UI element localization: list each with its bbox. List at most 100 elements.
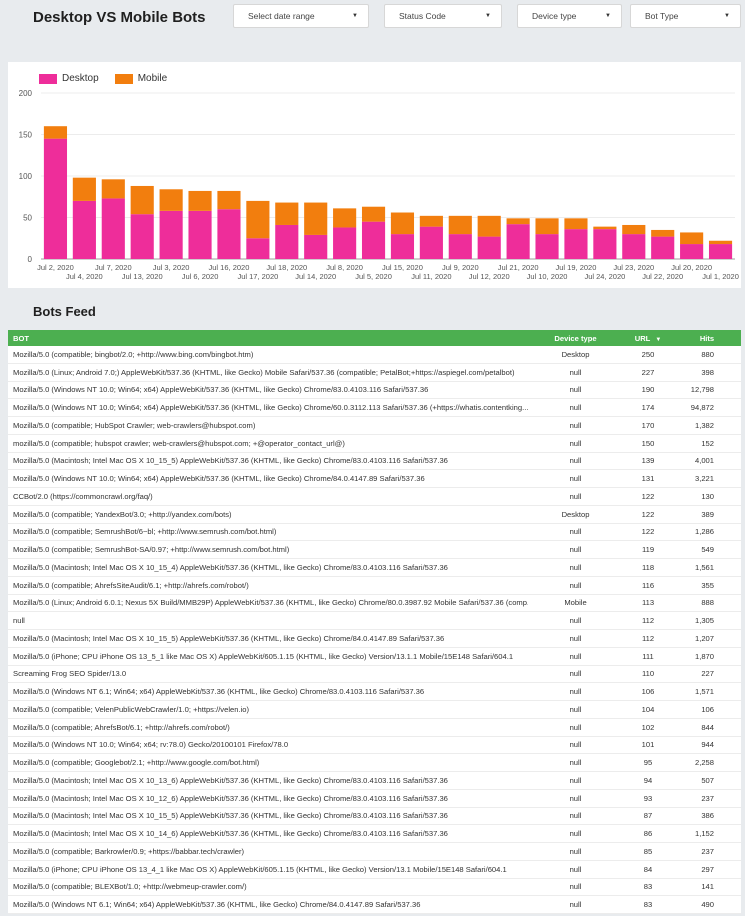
url-cell: 85	[643, 846, 653, 856]
table-row[interactable]: Mozilla/5.0 (Macintosh; Intel Mac OS X 1…	[8, 559, 741, 577]
mobile-bar	[622, 224, 646, 235]
x-tick-label: Jul 7, 2020	[95, 263, 132, 272]
table-row[interactable]: Mozilla/5.0 (Macintosh; Intel Mac OS X 1…	[8, 772, 741, 790]
caret-down-icon: ▼	[724, 13, 730, 19]
page-title: Desktop VS Mobile Bots	[33, 9, 206, 26]
table-row[interactable]: Mozilla/5.0 (compatible; Barkrowler/0.9;…	[8, 843, 741, 861]
column-header-url[interactable]: URL ▼	[623, 334, 673, 343]
table-row[interactable]: Mozilla/5.0 (compatible; Googlebot/2.1; …	[8, 754, 741, 772]
sort-desc-icon: ▼	[655, 336, 662, 343]
url-cell: 113	[641, 598, 655, 608]
bot-cell: Mozilla/5.0 (compatible; bingbot/2.0; +h…	[13, 349, 254, 359]
hits-cell: 1,207	[694, 633, 714, 643]
mobile-bar	[304, 202, 328, 235]
table-row[interactable]: Mozilla/5.0 (Macintosh; Intel Mac OS X 1…	[8, 453, 741, 471]
y-tick-label: 50	[23, 214, 32, 223]
mobile-bar	[275, 202, 299, 225]
device-cell: null	[569, 438, 582, 448]
table-row[interactable]: Mozilla/5.0 (Macintosh; Intel Mac OS X 1…	[8, 825, 741, 843]
x-tick-label: Jul 9, 2020	[442, 263, 479, 272]
legend-item-mobile[interactable]: Mobile	[114, 73, 167, 84]
table-row[interactable]: Mozilla/5.0 (Windows NT 10.0; Win64; x64…	[8, 399, 741, 417]
hits-cell: 237	[701, 846, 714, 856]
table-header: BOT Device type URL ▼ Hits	[8, 330, 741, 346]
desktop-bar	[333, 227, 357, 259]
mobile-bar	[680, 232, 704, 245]
table-row[interactable]: Mozilla/5.0 (iPhone; CPU iPhone OS 13_4_…	[8, 861, 741, 879]
x-tick-label: Jul 15, 2020	[382, 263, 423, 272]
table-row[interactable]: Screaming Frog SEO Spider/13.0 null 110 227	[8, 666, 741, 684]
table-row[interactable]: Mozilla/5.0 (compatible; YandexBot/3.0; …	[8, 506, 741, 524]
device-cell: null	[569, 616, 582, 626]
table-row[interactable]: Mozilla/5.0 (compatible; VelenPublicWebC…	[8, 701, 741, 719]
column-header-bot[interactable]: BOT	[13, 333, 30, 343]
url-cell: 106	[641, 687, 655, 697]
url-cell: 170	[641, 420, 655, 430]
url-cell: 122	[641, 491, 655, 501]
table-row[interactable]: Mozilla/5.0 (Linux; Android 7.0;) AppleW…	[8, 364, 741, 382]
desktop-bar	[506, 224, 530, 259]
table-row[interactable]: Mozilla/5.0 (iPhone; CPU iPhone OS 13_5_…	[8, 648, 741, 666]
date-range-filter[interactable]: Select date range ▼	[233, 4, 369, 28]
table-row[interactable]: Mozilla/5.0 (Windows NT 10.0; Win64; x64…	[8, 737, 741, 755]
table-row[interactable]: Mozilla/5.0 (Windows NT 6.1; Win64; x64)…	[8, 683, 741, 701]
table-row[interactable]: Mozilla/5.0 (compatible; SemrushBot/6~bl…	[8, 524, 741, 542]
table-row[interactable]: Mozilla/5.0 (Macintosh; Intel Mac OS X 1…	[8, 808, 741, 826]
url-cell: 122	[641, 527, 655, 537]
url-cell: 104	[641, 704, 655, 714]
legend-item-desktop[interactable]: Desktop	[39, 73, 99, 84]
hits-cell: 490	[701, 900, 714, 910]
y-tick-label: 100	[19, 172, 33, 181]
x-tick-label: Jul 16, 2020	[209, 263, 250, 272]
hits-cell: 12,798	[690, 385, 714, 395]
table-row[interactable]: Mozilla/5.0 (compatible; bingbot/2.0; +h…	[8, 346, 741, 364]
status-code-filter[interactable]: Status Code ▼	[384, 4, 502, 28]
column-header-hits[interactable]: Hits	[699, 333, 715, 343]
table-row[interactable]: Mozilla/5.0 (compatible; AhrefsSiteAudit…	[8, 577, 741, 595]
desktop-bar	[72, 200, 96, 259]
table-row[interactable]: null null 112 1,305	[8, 612, 741, 630]
table-row[interactable]: Mozilla/5.0 (Linux; Android 6.0.1; Nexus…	[8, 595, 741, 613]
mobile-bar	[246, 200, 270, 239]
y-tick-label: 150	[19, 131, 33, 140]
table-row[interactable]: Mozilla/5.0 (compatible; HubSpot Crawler…	[8, 417, 741, 435]
table-row[interactable]: Mozilla/5.0 (compatible; SemrushBot-SA/0…	[8, 541, 741, 559]
mobile-swatch	[114, 73, 133, 84]
chart-legend: Desktop Mobile	[39, 73, 183, 84]
hits-cell: 4,001	[694, 456, 714, 466]
desktop-bar	[477, 236, 501, 259]
x-tick-label: Jul 12, 2020	[469, 272, 510, 281]
mobile-bar	[72, 177, 96, 201]
table-row[interactable]: Mozilla/5.0 (compatible; BLEXBot/1.0; +h…	[8, 879, 741, 897]
device-type-filter[interactable]: Device type ▼	[517, 4, 622, 28]
desktop-bar	[130, 214, 154, 259]
x-tick-label: Jul 19, 2020	[556, 263, 597, 272]
bot-cell: Mozilla/5.0 (Macintosh; Intel Mac OS X 1…	[13, 633, 445, 643]
x-tick-label: Jul 6, 2020	[182, 272, 219, 281]
table-row[interactable]: mozilla/5.0 (compatible; hubspot crawler…	[8, 435, 741, 453]
column-header-device[interactable]: Device type	[554, 333, 597, 343]
bots-feed-table: BOT Device type URL ▼ Hits Mozilla/5.0 (…	[8, 330, 741, 914]
bots-chart-card: Desktop Mobile 0 50 100 150 200 Jul 2, 2020 Ju…	[8, 62, 741, 288]
x-tick-label: Jul 10, 2020	[527, 272, 568, 281]
bot-cell: Mozilla/5.0 (Linux; Android 7.0;) AppleW…	[13, 367, 515, 377]
hits-cell: 944	[701, 740, 714, 750]
x-tick-label: Jul 4, 2020	[66, 272, 103, 281]
hits-cell: 297	[701, 864, 714, 874]
table-row[interactable]: Mozilla/5.0 (Windows NT 6.1; Win64; x64)…	[8, 896, 741, 914]
device-cell: null	[569, 420, 582, 430]
url-cell: 95	[643, 758, 653, 768]
desktop-bar	[101, 198, 125, 259]
x-tick-label: Jul 22, 2020	[642, 272, 683, 281]
table-row[interactable]: Mozilla/5.0 (Macintosh; Intel Mac OS X 1…	[8, 790, 741, 808]
table-row[interactable]: Mozilla/5.0 (Macintosh; Intel Mac OS X 1…	[8, 630, 741, 648]
table-row[interactable]: Mozilla/5.0 (compatible; AhrefsBot/6.1; …	[8, 719, 741, 737]
bot-type-filter[interactable]: Bot Type ▼	[630, 4, 741, 28]
mobile-bar	[188, 190, 212, 211]
table-row[interactable]: CCBot/2.0 (https://commoncrawl.org/faq/)…	[8, 488, 741, 506]
x-tick-label: Jul 5, 2020	[355, 272, 392, 281]
hits-cell: 1,561	[694, 562, 714, 572]
table-row[interactable]: Mozilla/5.0 (Windows NT 10.0; Win64; x64…	[8, 470, 741, 488]
table-row[interactable]: Mozilla/5.0 (Windows NT 10.0; Win64; x64…	[8, 382, 741, 400]
hits-cell: 227	[701, 669, 714, 679]
